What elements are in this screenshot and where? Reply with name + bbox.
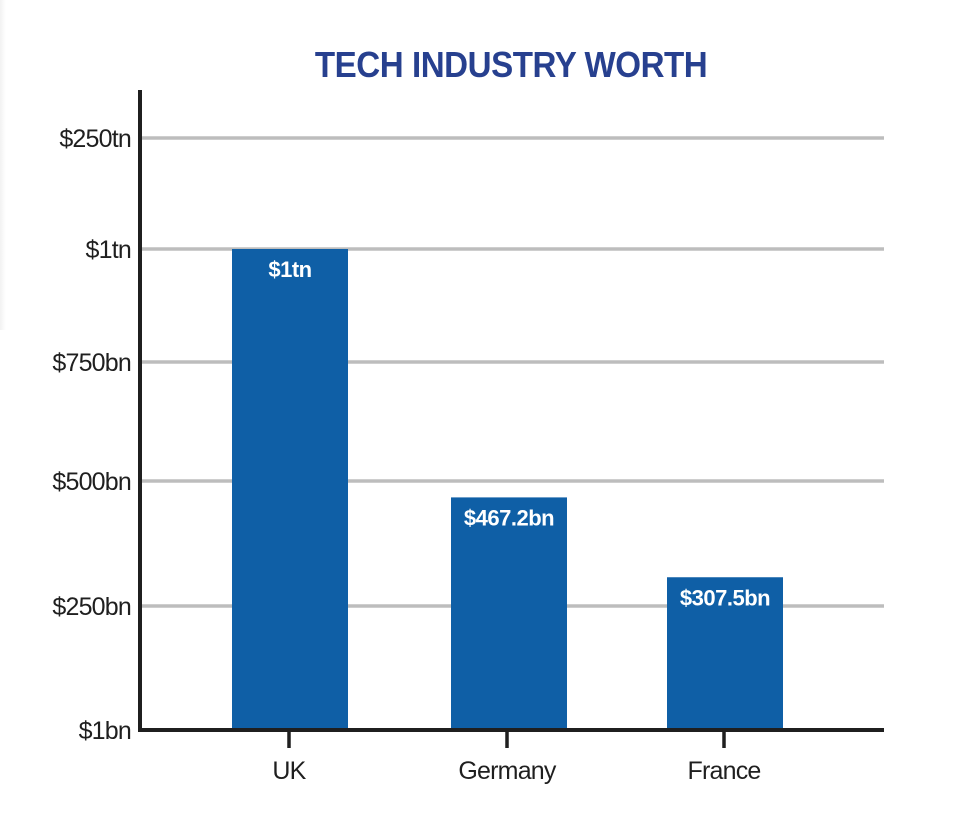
x-tick-label: Germany: [458, 757, 557, 785]
y-tick-label: $1tn: [86, 236, 131, 264]
bar-uk: [232, 249, 348, 730]
x-tick-labels: UK Germany France: [272, 730, 761, 785]
y-tick-label: $250bn: [52, 593, 131, 621]
data-label: $467.2bn: [464, 505, 554, 530]
bar-france: [667, 577, 783, 730]
axes: [138, 90, 884, 732]
y-tick-labels: $1bn $250bn $500bn $750bn $1tn $250tn: [52, 125, 131, 745]
x-tick-label: France: [687, 757, 760, 785]
bar-germany: [451, 497, 567, 730]
data-label: $307.5bn: [680, 585, 770, 610]
left-edge-shade: [0, 0, 6, 330]
chart-title: TECH INDUSTRY WORTH: [314, 44, 708, 85]
y-tick-label: $500bn: [52, 468, 131, 496]
y-tick-label: $1bn: [79, 717, 131, 745]
bars: $1tn $467.2bn $307.5bn: [232, 249, 783, 730]
y-tick-label: $750bn: [52, 349, 131, 377]
data-label: $1tn: [268, 257, 311, 282]
y-tick-label: $250tn: [59, 125, 131, 153]
x-tick-label: UK: [272, 757, 306, 785]
